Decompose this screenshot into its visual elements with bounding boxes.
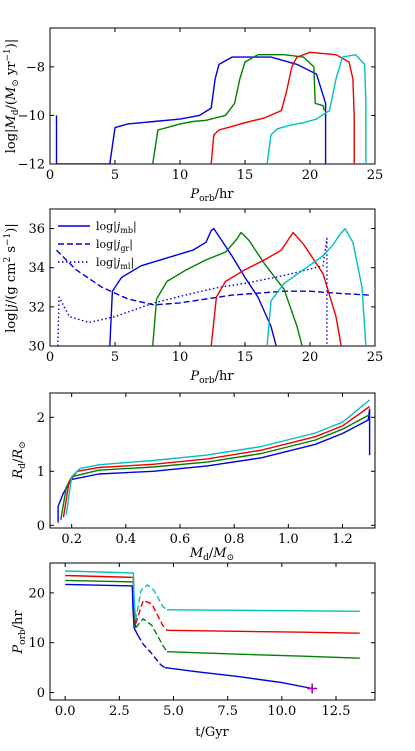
- plot-frame: [49, 562, 376, 701]
- series-line-cyan-dashed: [134, 584, 168, 621]
- series-line-red-tail: [166, 629, 360, 634]
- series-line-cyan: [266, 54, 367, 164]
- x-tick-label: 5: [111, 168, 119, 183]
- tick-group: 0 5 10 15 20 25 30 32 34 36: [28, 209, 383, 365]
- series-group: [55, 51, 367, 164]
- x-tick-label: 5.0: [163, 704, 184, 719]
- series-line-cyan-solid: [266, 227, 367, 346]
- y-tick-label: −8: [26, 60, 45, 75]
- x-tick-label: 20: [302, 168, 319, 183]
- series-line-green-solid: [152, 231, 303, 346]
- series-line-blue-dotted: [57, 237, 328, 346]
- y-tick-label: 20: [28, 586, 45, 601]
- x-tick-label: 2.5: [109, 704, 130, 719]
- plot-frame: [49, 208, 376, 347]
- x-tick-label: 15: [237, 350, 254, 365]
- y-tick-label: 0: [37, 519, 45, 534]
- x-tick-label: 25: [367, 168, 384, 183]
- x-axis-label: Md/M⊙: [189, 546, 234, 563]
- y-tick-label: 32: [28, 300, 45, 315]
- x-tick-label: 0.0: [55, 704, 76, 719]
- y-tick-label: −10: [18, 109, 45, 124]
- y-axis-label: log|j/(g cm2 s−1)|: [3, 223, 19, 333]
- x-axis-label: Porb/hr: [189, 369, 234, 386]
- series-group: [57, 399, 371, 523]
- x-tick-label: 10.0: [267, 704, 296, 719]
- x-tick-label: 0.4: [115, 532, 136, 547]
- legend-label-mb: log|jmb|: [96, 220, 137, 235]
- x-axis-label: Porb/hr: [189, 187, 234, 204]
- series-group: [56, 227, 370, 346]
- legend-label-gr: log|jgr|: [96, 238, 133, 253]
- x-tick-label: 1.2: [332, 532, 353, 547]
- tick-group: 0.2 0.4 0.6 0.8 1.0 1.2 0 1 2: [37, 393, 375, 547]
- x-tick-label: 1.0: [278, 532, 299, 547]
- series-line-cyan: [65, 570, 137, 621]
- series-line-blue-dashed: [137, 634, 166, 669]
- series-line-cyan: [65, 399, 371, 515]
- x-tick-label: 0: [46, 168, 54, 183]
- series-line-red: [210, 51, 355, 164]
- tick-group: 0.0 2.5 5.0 7.5 10.0 12.5 0 10 20: [28, 563, 375, 719]
- x-tick-label: 5: [111, 350, 119, 365]
- series-line-blue: [55, 56, 327, 164]
- legend-label-ml: log|jml|: [96, 256, 134, 271]
- x-tick-label: 12.5: [322, 704, 351, 719]
- legend: log|jmb| log|jgr| log|jml|: [58, 220, 137, 271]
- y-tick-label: 2: [37, 411, 45, 426]
- series-line-blue-solid: [109, 227, 277, 346]
- y-tick-label: 0: [37, 686, 45, 701]
- series-line-green: [152, 54, 325, 164]
- series-line-red: [65, 574, 137, 624]
- tick-group: 0 5 10 15 20 25 −12 −10 −8: [18, 28, 384, 183]
- y-tick-label: −12: [18, 158, 45, 173]
- series-line-red: [62, 405, 371, 518]
- series-line-blue: [65, 583, 139, 636]
- y-tick-label: 1: [37, 465, 45, 480]
- series-line-blue-dashed: [56, 249, 370, 306]
- x-axis-label: t/Gyr: [195, 725, 229, 740]
- plot-frame: [49, 392, 376, 529]
- series-line-blue-tail: [164, 666, 313, 690]
- y-tick-label: 36: [28, 222, 45, 237]
- x-tick-label: 7.5: [217, 704, 238, 719]
- x-tick-label: 0: [46, 350, 54, 365]
- series-line-red-solid: [210, 231, 342, 346]
- y-axis-label: log|Md/(M⊙ yr−1)|: [3, 39, 21, 154]
- x-tick-label: 25: [367, 350, 384, 365]
- end-marker: [307, 683, 318, 694]
- x-tick-label: 0.2: [61, 532, 82, 547]
- y-tick-label: 34: [28, 261, 45, 276]
- x-tick-label: 10: [172, 168, 189, 183]
- y-axis-label: Rd/R⊙: [11, 441, 28, 479]
- y-tick-label: 10: [28, 636, 45, 651]
- x-tick-label: 10: [172, 350, 189, 365]
- series-group: [65, 570, 360, 694]
- y-axis-label: Porb/hr: [11, 610, 28, 655]
- x-tick-label: 0.8: [224, 532, 245, 547]
- series-line-blue: [57, 408, 371, 523]
- panel-radius-mass: 0.2 0.4 0.6 0.8 1.0 1.2 0 1 2 Md/M⊙ Rd/R⊙: [11, 392, 376, 563]
- series-line-cyan-tail: [166, 609, 360, 612]
- panel-mass-transfer-rate: 0 5 10 15 20 25 −12 −10 −8 Porb/hr log|Md/(M⊙ yr…: [3, 27, 384, 204]
- series-line-green-dashed: [135, 618, 168, 653]
- series-line-green: [65, 579, 137, 628]
- y-tick-label: 30: [28, 340, 45, 355]
- series-line-green-tail: [166, 651, 360, 659]
- x-tick-label: 20: [302, 350, 319, 365]
- panel-period-time: 0.0 2.5 5.0 7.5 10.0 12.5 0 10 20 t/Gyr Porb/hr: [11, 562, 376, 740]
- panel-angular-momentum-loss: 0 5 10 15 20 25 30 32 34 36 log|jmb| log|jgr| log…: [3, 208, 383, 386]
- plot-frame: [49, 27, 376, 165]
- x-tick-label: 0.6: [170, 532, 191, 547]
- x-tick-label: 15: [237, 168, 254, 183]
